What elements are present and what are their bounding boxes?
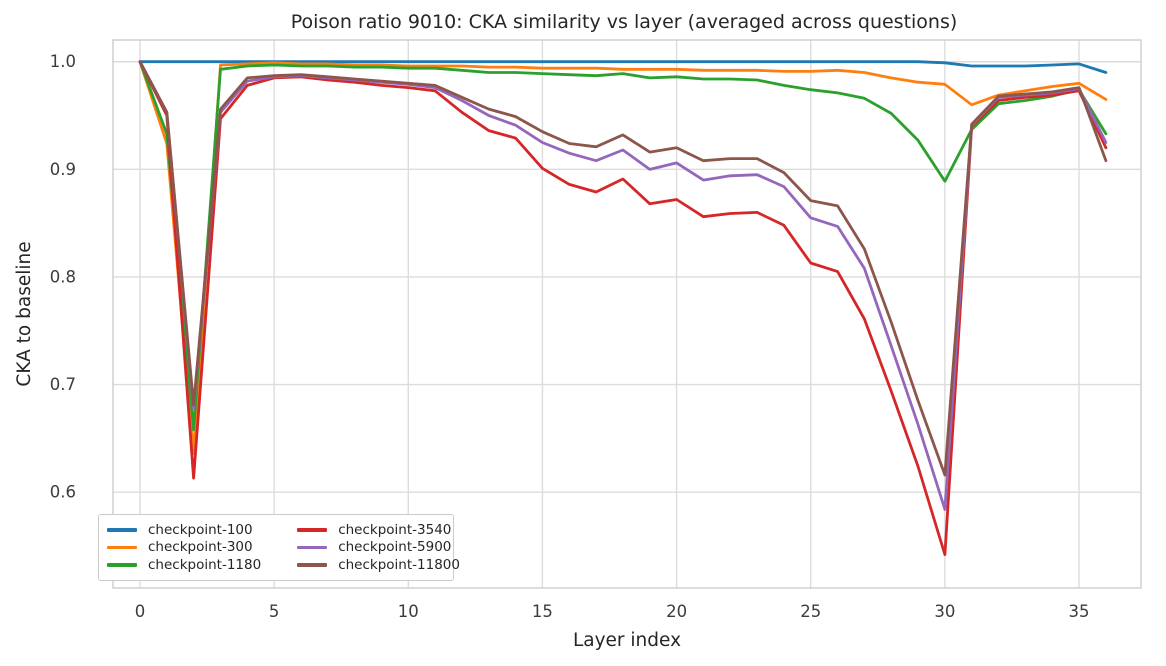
y-tick-label: 0.8: [50, 267, 76, 286]
legend-swatch-icon: [107, 563, 137, 567]
x-axis-tick-labels: 0 5 10 15 20 25 30 35: [135, 602, 1090, 621]
legend-label: checkpoint-300: [148, 539, 253, 556]
y-tick-label: 0.6: [50, 483, 76, 502]
legend-item-checkpoint-1180: checkpoint-1180: [107, 556, 261, 574]
x-tick-label: 30: [934, 602, 955, 621]
legend-item-checkpoint-3540: checkpoint-3540: [297, 521, 460, 539]
series-line-checkpoint-11800: [138, 60, 1108, 477]
legend-label: checkpoint-11800: [338, 557, 460, 574]
x-tick-label: 15: [532, 602, 553, 621]
legend-item-checkpoint-100: checkpoint-100: [107, 521, 261, 539]
series-line-checkpoint-1180: [138, 60, 1108, 432]
legend-item-checkpoint-11800: checkpoint-11800: [297, 556, 460, 574]
y-axis-label: CKA to baseline: [14, 241, 35, 386]
legend-item-checkpoint-5900: checkpoint-5900: [297, 539, 460, 557]
legend-label: checkpoint-5900: [338, 539, 452, 556]
grid-lines: [113, 40, 1141, 588]
x-axis-label: Layer index: [573, 630, 681, 651]
y-axis-tick-labels: 0.6 0.7 0.8 0.9 1.0: [50, 52, 76, 501]
x-tick-label: 25: [800, 602, 821, 621]
legend-label: checkpoint-1180: [148, 557, 262, 574]
legend-swatch-icon: [297, 545, 328, 550]
legend-label: checkpoint-100: [148, 521, 253, 538]
x-tick-label: 5: [269, 602, 280, 621]
legend-swatch-icon: [107, 545, 137, 550]
y-tick-label: 0.9: [50, 160, 76, 179]
legend-swatch-icon: [297, 563, 328, 567]
legend-swatch-icon: [297, 528, 328, 532]
plot-area-border: [112, 39, 1142, 589]
series-line-checkpoint-100: [138, 60, 1108, 74]
legend-swatch-icon: [107, 528, 137, 532]
y-tick-label: 1.0: [50, 52, 76, 71]
x-tick-label: 35: [1069, 602, 1090, 621]
series-line-checkpoint-300: [138, 60, 1108, 455]
legend-item-checkpoint-300: checkpoint-300: [107, 539, 261, 557]
x-tick-label: 20: [666, 602, 687, 621]
x-tick-label: 10: [398, 602, 419, 621]
chart-title: Poison ratio 9010: CKA similarity vs lay…: [291, 11, 958, 33]
legend: checkpoint-100 checkpoint-300 checkpoint-1…: [98, 514, 460, 581]
x-tick-label: 0: [135, 602, 146, 621]
y-tick-label: 0.7: [50, 375, 76, 394]
legend-label: checkpoint-3540: [338, 521, 452, 538]
series-lines: [138, 60, 1108, 556]
